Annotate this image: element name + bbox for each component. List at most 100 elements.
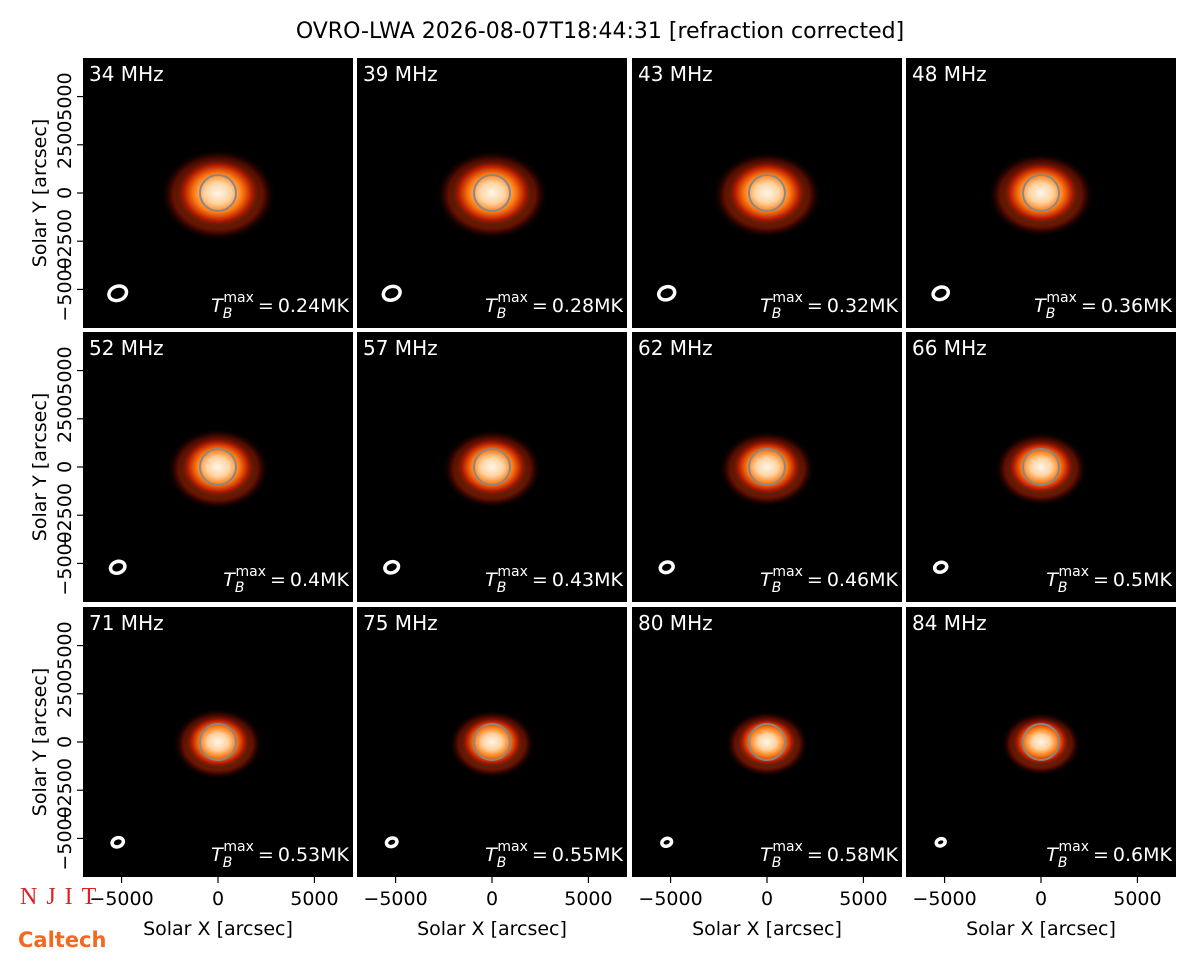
- tb-symbol: T: [1046, 569, 1059, 591]
- tb-sub: B: [497, 306, 507, 322]
- emission: [725, 159, 809, 227]
- solar-limb: [473, 174, 511, 212]
- panel: 48 MHz TBmax = 0.36MK: [906, 58, 1176, 328]
- tb-max-label: TBmax = 0.32MK: [760, 290, 898, 322]
- emission: [1010, 717, 1072, 767]
- tb-sup: max: [223, 290, 254, 306]
- frequency-label: 52 MHz: [89, 336, 164, 360]
- beam: [383, 559, 401, 575]
- tb-value: 0.53MK: [278, 844, 350, 866]
- tb-sub: B: [223, 306, 233, 322]
- frequency-label: 71 MHz: [89, 611, 164, 635]
- chart-title: OVRO-LWA 2026-08-07T18:44:31 [refraction…: [296, 19, 904, 44]
- tb-value: 0.32MK: [827, 295, 899, 317]
- tb-max-label: TBmax = 0.28MK: [485, 290, 623, 322]
- x-tick-label: 5000: [290, 888, 338, 910]
- tb-sup: max: [497, 839, 528, 855]
- tb-sup: max: [497, 564, 528, 580]
- emission: [735, 716, 799, 768]
- tb-value: 0.58MK: [827, 844, 899, 866]
- tb-sub: B: [1058, 855, 1068, 871]
- emission: [174, 157, 262, 229]
- tb-sup: max: [1046, 290, 1077, 306]
- frequency-label: 34 MHz: [89, 62, 164, 86]
- logo-caltech: Caltech: [18, 928, 106, 952]
- frequency-label: 57 MHz: [363, 336, 438, 360]
- tb-value: 0.43MK: [552, 569, 624, 591]
- tb-eq: =: [807, 844, 823, 866]
- tb-symbol: T: [760, 569, 773, 591]
- y-tick-label: 2500: [54, 670, 76, 718]
- y-tick-label: 0: [54, 187, 76, 199]
- solar-limb: [1022, 174, 1060, 212]
- tb-symbol: T: [1034, 295, 1047, 317]
- emission: [459, 715, 525, 769]
- emission: [730, 437, 804, 497]
- tb-sup: max: [1058, 564, 1089, 580]
- tb-sub: B: [497, 855, 507, 871]
- x-tick-label: −5000: [363, 888, 427, 910]
- beam: [932, 560, 949, 575]
- panel: 71 MHz TBmax = 0.53MK: [83, 607, 353, 877]
- tb-max-label: TBmax = 0.55MK: [485, 839, 623, 871]
- beam: [108, 559, 127, 575]
- y-axis-label: Solar Y [arcsec]: [29, 393, 51, 541]
- panel: 52 MHz TBmax = 0.4MK: [83, 332, 353, 602]
- tb-eq: =: [258, 295, 274, 317]
- tb-symbol: T: [1046, 844, 1059, 866]
- panel: 84 MHz TBmax = 0.6MK: [906, 607, 1176, 877]
- solar-limb: [199, 448, 237, 486]
- panel: 39 MHz TBmax = 0.28MK: [357, 58, 627, 328]
- tb-symbol: T: [223, 569, 236, 591]
- tb-sup: max: [497, 290, 528, 306]
- solar-limb: [1022, 723, 1060, 761]
- tb-max-label: TBmax = 0.24MK: [211, 290, 349, 322]
- solar-limb: [748, 723, 786, 761]
- y-tick-label: 0: [54, 461, 76, 473]
- beam: [381, 284, 402, 302]
- x-axis-label: Solar X [arcsec]: [417, 918, 567, 940]
- beam: [110, 835, 126, 849]
- emission: [183, 714, 253, 770]
- tb-eq: =: [807, 295, 823, 317]
- tb-symbol: T: [485, 569, 498, 591]
- tb-sub: B: [1058, 580, 1068, 596]
- x-axis-label: Solar X [arcsec]: [966, 918, 1116, 940]
- tb-value: 0.5MK: [1113, 569, 1173, 591]
- tb-symbol: T: [485, 295, 498, 317]
- tb-symbol: T: [211, 295, 224, 317]
- x-tick-label: −5000: [89, 888, 153, 910]
- x-tick-label: −5000: [912, 888, 976, 910]
- tb-sup: max: [772, 564, 803, 580]
- tb-sub: B: [1046, 306, 1056, 322]
- x-axis-label: Solar X [arcsec]: [143, 918, 293, 940]
- emission: [178, 435, 258, 499]
- panel: 62 MHz TBmax = 0.46MK: [632, 332, 902, 602]
- emission: [1005, 438, 1077, 496]
- tb-sup: max: [235, 564, 266, 580]
- tb-value: 0.36MK: [1101, 295, 1173, 317]
- tb-max-label: TBmax = 0.36MK: [1034, 290, 1172, 322]
- x-tick-label: 5000: [1113, 888, 1161, 910]
- solar-limb: [473, 723, 511, 761]
- tb-value: 0.46MK: [827, 569, 899, 591]
- x-axis-label: Solar X [arcsec]: [692, 918, 842, 940]
- emission: [454, 436, 530, 498]
- tb-symbol: T: [485, 844, 498, 866]
- tb-sup: max: [772, 839, 803, 855]
- y-axis-label: Solar Y [arcsec]: [29, 668, 51, 816]
- beam: [931, 285, 951, 302]
- logo-njit: NJIT: [20, 884, 105, 910]
- x-tick-label: 5000: [564, 888, 612, 910]
- x-tick-label: 5000: [839, 888, 887, 910]
- tb-max-label: TBmax = 0.46MK: [760, 564, 898, 596]
- emission: [1000, 160, 1082, 226]
- beam: [384, 836, 399, 849]
- x-tick-label: 0: [1035, 888, 1047, 910]
- solar-limb: [748, 448, 786, 486]
- tb-symbol: T: [211, 844, 224, 866]
- y-tick-label: 5000: [54, 346, 76, 394]
- y-tick-label: 5000: [54, 72, 76, 120]
- beam: [660, 836, 674, 849]
- y-tick-label: −2500: [54, 483, 76, 547]
